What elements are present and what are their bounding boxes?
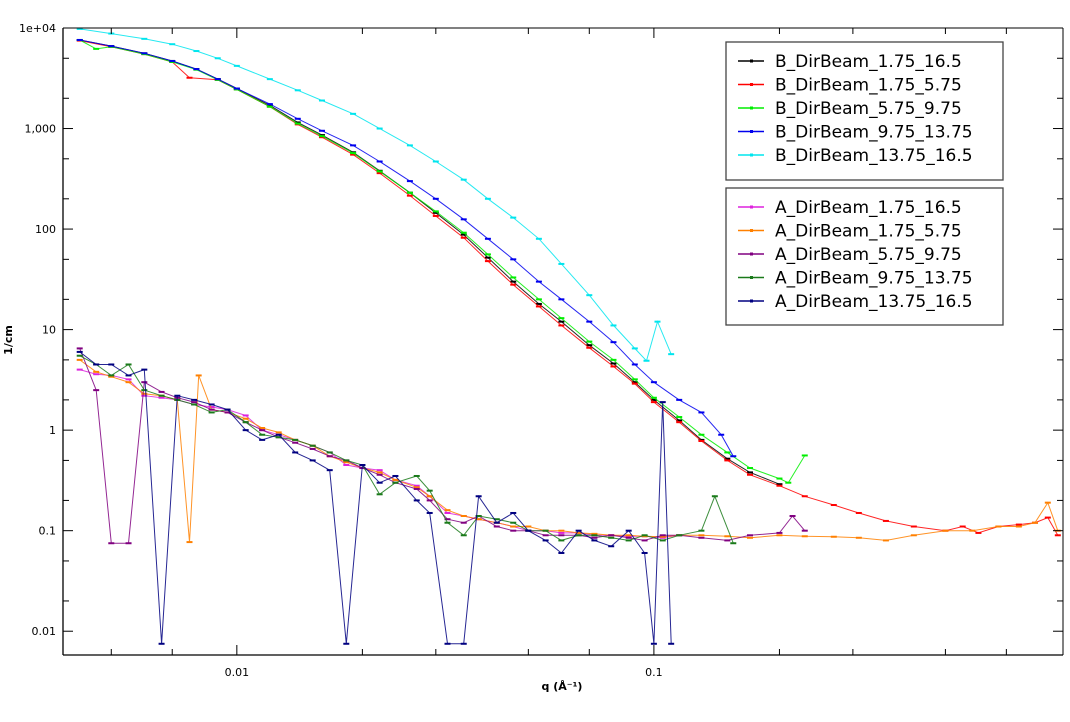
legend-label: A_DirBeam_1.75_16.5 (775, 198, 962, 218)
legend-marker (750, 205, 753, 209)
y-tick-label: 10 (42, 324, 56, 337)
y-tick-label: 1,000 (25, 123, 57, 136)
legend-label: A_DirBeam_5.75_9.75 (775, 245, 962, 265)
legend-label: B_DirBeam_1.75_16.5 (775, 52, 962, 72)
legend-label: B_DirBeam_5.75_9.75 (775, 99, 962, 119)
axes-layer: 1e+04 1,000 100 10 1 0.1 0.01 0.01 0.1 (19, 22, 1064, 679)
series-layer (76, 27, 1061, 645)
y-tick-label: 0.01 (32, 625, 57, 638)
legend-marker (750, 229, 753, 232)
legend-marker (750, 276, 753, 279)
legend-a: A_DirBeam_1.75_16.5 A_DirBeam_1.75_5.75 A_… (725, 187, 1004, 326)
legend-item: B_DirBeam_5.75_9.75 (738, 99, 962, 119)
legend-label: A_DirBeam_1.75_5.75 (775, 222, 962, 242)
x-axis-title: q (Å⁻¹) (542, 680, 583, 693)
series-A_DirBeam_5.75_9.75 (76, 347, 808, 545)
series-B_DirBeam_13.75_16.5 (76, 27, 675, 362)
legend-item: A_DirBeam_1.75_16.5 (738, 198, 962, 218)
x-tick-label: 0.1 (645, 666, 663, 679)
series-B_DirBeam_9.75_13.75 (76, 38, 737, 458)
legend-marker (750, 83, 753, 86)
legend-item: B_DirBeam_1.75_5.75 (738, 76, 962, 96)
legend-item: A_DirBeam_1.75_5.75 (738, 222, 962, 242)
legend-item: A_DirBeam_13.75_16.5 (738, 292, 973, 312)
x-tick-label: 0.01 (225, 666, 250, 679)
legend-label: B_DirBeam_1.75_5.75 (775, 76, 962, 96)
legend-label: A_DirBeam_13.75_16.5 (775, 292, 973, 312)
legend-item: B_DirBeam_9.75_13.75 (738, 123, 973, 143)
legend-marker (750, 59, 753, 63)
series-A_DirBeam_13.75_16.5 (76, 350, 675, 645)
legend-marker (750, 299, 753, 303)
legend-label: B_DirBeam_9.75_13.75 (775, 123, 973, 143)
legend-item: A_DirBeam_9.75_13.75 (738, 269, 973, 289)
legend-item: B_DirBeam_1.75_16.5 (738, 52, 962, 72)
legend-label: A_DirBeam_9.75_13.75 (775, 269, 973, 289)
legend-item: A_DirBeam_5.75_9.75 (738, 245, 962, 265)
legend-b: B_DirBeam_1.75_16.5 B_DirBeam_1.75_5.75 B_… (725, 41, 1004, 181)
legend-item: B_DirBeam_13.75_16.5 (738, 146, 973, 166)
y-axis-title: 1/cm (2, 325, 15, 355)
y-tick-label: 0.1 (39, 525, 57, 538)
y-tick-label: 1e+04 (19, 22, 56, 35)
legend-label: B_DirBeam_13.75_16.5 (775, 146, 973, 166)
legend-marker (750, 130, 753, 133)
legend-marker (750, 153, 753, 157)
y-tick-label: 1 (49, 424, 56, 437)
legend-marker (750, 106, 753, 110)
legend-marker (750, 252, 753, 256)
y-tick-label: 100 (35, 223, 56, 236)
